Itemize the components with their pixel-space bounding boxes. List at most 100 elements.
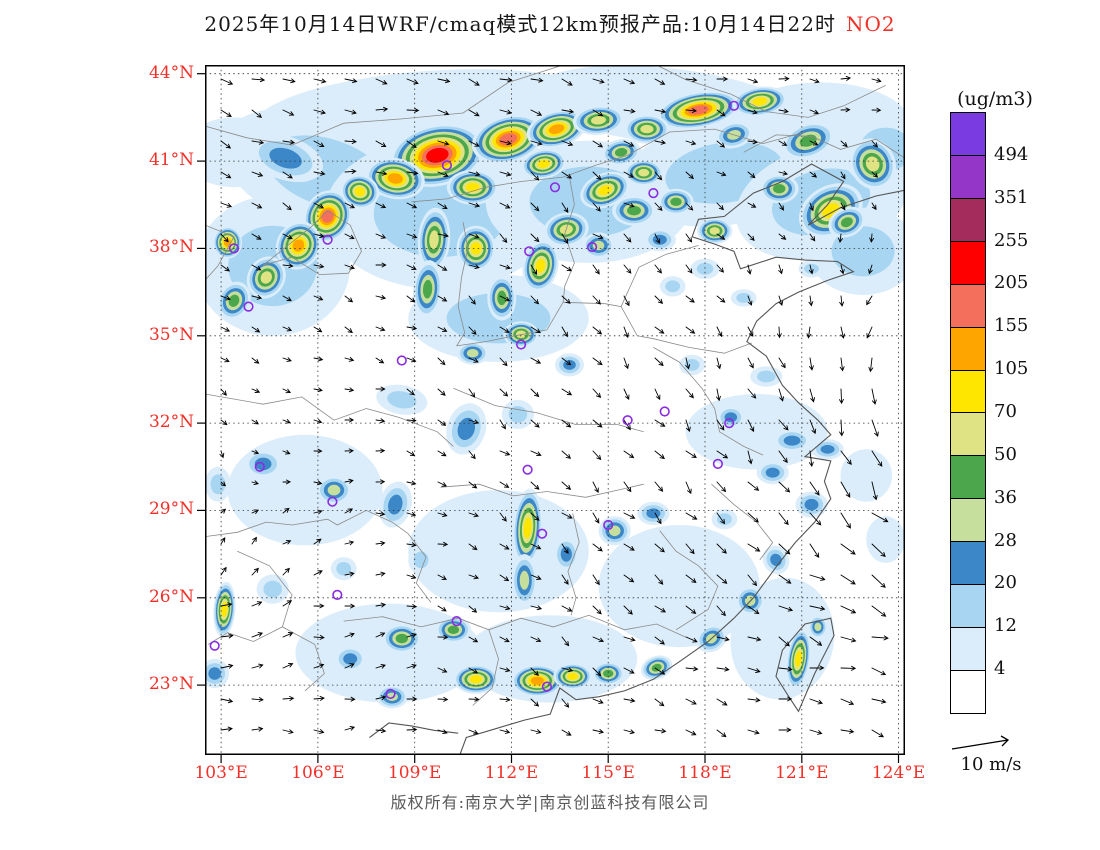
province-border <box>653 347 764 456</box>
legend-level-label: 155 <box>994 315 1029 337</box>
contour-ring <box>519 570 530 590</box>
contour-ring <box>465 182 480 192</box>
contour-ring <box>567 672 578 681</box>
contour-ring <box>814 622 822 632</box>
city-marker <box>322 234 333 245</box>
x-axis-label: 103°E <box>194 763 248 783</box>
contour-ring <box>343 653 358 665</box>
contour-ring <box>685 394 828 470</box>
legend-band <box>951 413 985 457</box>
contour-ring <box>466 349 479 358</box>
province-border <box>472 629 499 706</box>
y-axis-label: 29°N <box>148 499 194 520</box>
graticule <box>205 65 905 755</box>
city-marker <box>209 640 220 651</box>
contour-ring <box>603 669 614 678</box>
city-marker <box>396 355 407 366</box>
y-axis-label: 26°N <box>148 586 194 607</box>
contour-ring <box>228 294 240 307</box>
contour-ring <box>426 147 449 163</box>
map-boundaries <box>205 65 905 755</box>
contour-ring <box>736 292 752 303</box>
province-border <box>440 483 644 498</box>
province-border <box>205 65 564 146</box>
province-border <box>205 509 409 537</box>
city-marker <box>243 301 254 312</box>
legend-level-label: 20 <box>994 572 1017 594</box>
contour-ring <box>387 391 417 409</box>
contour-ring <box>651 663 662 672</box>
contour-ring <box>592 240 605 251</box>
y-axis-label: 23°N <box>148 674 194 695</box>
contour-ring <box>709 227 720 235</box>
contour-ring <box>820 444 835 454</box>
contour-ring <box>388 494 403 515</box>
legend-band <box>951 155 985 199</box>
legend-level-label: 28 <box>994 529 1017 551</box>
city-marker <box>549 182 561 193</box>
province-border <box>562 177 575 303</box>
contour-ring <box>422 279 433 299</box>
legend-band <box>951 542 985 586</box>
contour-ring <box>752 97 768 106</box>
legend-band <box>951 370 985 414</box>
contour-ring <box>696 262 714 275</box>
legend-band <box>951 670 985 713</box>
contour-ring <box>469 675 483 684</box>
contour-ring <box>537 159 550 169</box>
province-border <box>656 65 886 118</box>
legend-level-label: 494 <box>994 143 1029 165</box>
y-axis-label: 35°N <box>148 324 194 345</box>
contour-ring <box>765 467 780 478</box>
contour-ring <box>783 435 801 446</box>
province-border <box>205 224 235 281</box>
contour-ring <box>395 633 408 644</box>
city-marker <box>659 406 670 417</box>
legend-band <box>951 628 985 671</box>
wind-field <box>219 75 889 738</box>
x-axis-label: 115°E <box>581 763 635 783</box>
city-marker <box>332 589 343 601</box>
legend-level-label: 36 <box>994 486 1017 508</box>
city-marker <box>327 496 338 507</box>
y-axis-label: 32°N <box>148 412 194 433</box>
coastline <box>369 722 459 738</box>
x-axis-label: 106°E <box>291 763 345 783</box>
x-axis-label: 112°E <box>484 763 539 783</box>
province-border <box>207 626 283 645</box>
city-marker <box>648 188 659 199</box>
contour-ring <box>670 197 682 206</box>
contour-ring <box>591 116 606 125</box>
taiwan-coastline <box>775 617 835 713</box>
city-marker <box>603 519 614 531</box>
copyright-footer: 版权所有:南京大学|南京创蓝科技有限公司 <box>390 793 710 812</box>
province-border <box>411 128 806 203</box>
city-marker <box>385 688 396 700</box>
legend-band <box>951 327 985 371</box>
province-border <box>659 530 719 631</box>
legend-level-label: 105 <box>994 358 1029 380</box>
province-border <box>456 302 564 347</box>
contour-ring <box>535 258 546 273</box>
contour-ring <box>429 230 439 249</box>
contour-ring <box>336 562 352 576</box>
contour-ring <box>608 525 621 537</box>
province-border <box>711 483 774 561</box>
contour-ring <box>260 271 273 284</box>
y-axis-label: 44°N <box>148 62 194 83</box>
legend-level-label: 255 <box>994 229 1029 251</box>
province-border <box>567 513 580 616</box>
province-border <box>407 533 432 603</box>
province-border <box>453 387 644 433</box>
province-border <box>343 614 686 638</box>
city-marker <box>728 100 740 111</box>
contour-ring <box>757 370 776 383</box>
province-border <box>262 210 362 276</box>
province-border <box>743 134 905 159</box>
contour-ring <box>447 625 460 634</box>
contour-ring <box>269 147 302 169</box>
x-axis-label: 124°E <box>871 763 926 783</box>
city-marker <box>724 418 735 429</box>
city-marker <box>516 339 527 350</box>
